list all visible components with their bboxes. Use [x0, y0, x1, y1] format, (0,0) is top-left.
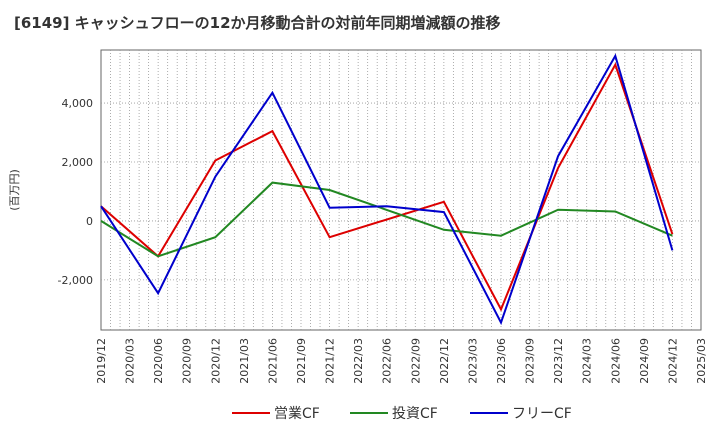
x-tick-label: 2021/09	[295, 338, 308, 384]
x-tick-label: 2025/03	[695, 338, 708, 384]
legend-label-1: 営業CF	[274, 406, 320, 422]
legend-label-2: 投資CF	[392, 406, 438, 422]
x-tick-label: 2023/03	[466, 338, 479, 384]
x-tick-label: 2023/12	[552, 338, 565, 384]
x-tick-label: 2019/12	[95, 338, 108, 384]
x-tick-label: 2020/06	[152, 338, 165, 384]
x-tick-label: 2022/12	[438, 338, 451, 384]
x-tick-label: 2024/09	[638, 338, 651, 384]
y-tick-label: 4,000	[62, 97, 94, 110]
x-tick-label: 2022/03	[352, 338, 365, 384]
series-line-3	[100, 53, 674, 326]
x-tick-label: 2024/06	[609, 338, 622, 384]
x-tick-label: 2021/06	[266, 338, 279, 384]
y-tick-label: -2,000	[58, 274, 93, 287]
x-tick-label: 2023/06	[495, 338, 508, 384]
x-tick-label: 2021/03	[238, 338, 251, 384]
y-tick-label: 2,000	[62, 156, 94, 169]
x-tick-label: 2023/09	[524, 338, 537, 384]
y-axis-label: (百万円)	[8, 169, 21, 211]
x-tick-label: 2024/12	[666, 338, 679, 384]
series-line-1	[100, 62, 674, 312]
legend-label-3: フリーCF	[512, 406, 572, 422]
x-tick-label: 2022/06	[381, 338, 394, 384]
plot-area	[100, 49, 702, 331]
x-tick-label: 2020/12	[209, 338, 222, 384]
x-tick-label: 2024/03	[581, 338, 594, 384]
series-line-2	[100, 181, 673, 258]
x-tick-label: 2021/12	[324, 338, 337, 384]
x-tick-label: 2020/03	[124, 338, 137, 384]
y-tick-label: 0	[86, 215, 93, 228]
x-tick-label: 2022/09	[409, 338, 422, 384]
chart-title: [6149] キャッシュフローの12か月移動合計の対前年同期増減額の推移	[14, 14, 501, 32]
x-tick-label: 2020/09	[181, 338, 194, 384]
